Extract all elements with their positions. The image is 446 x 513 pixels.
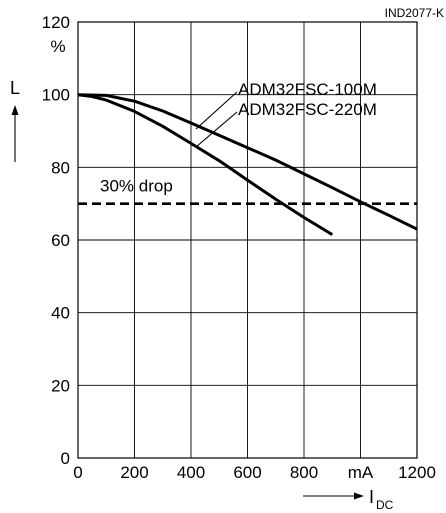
series-lines (77, 93, 418, 236)
y-tick-label: 20 (51, 376, 70, 395)
series-label-leader-100m (195, 91, 238, 130)
y-axis-arrow-head (11, 105, 19, 115)
x-tick-label: 0 (73, 463, 82, 482)
figure-id: IND2077-K (385, 6, 444, 20)
x-tick-label: mA (348, 463, 374, 482)
x-tick-label: 400 (177, 463, 205, 482)
x-axis-label: I (369, 487, 374, 507)
grid-lines (78, 22, 417, 458)
plot-frame (77, 21, 418, 459)
y-tick-label: 100 (42, 86, 70, 105)
x-tick-label: 200 (120, 463, 148, 482)
x-tick-label: 800 (290, 463, 318, 482)
y-axis-label: L (10, 78, 20, 98)
x-tick-labels: 0 200 400 600 800 mA 1200 (73, 463, 436, 482)
y-unit-label: % (50, 37, 65, 56)
y-tick-label: 40 (51, 304, 70, 323)
series-label-100m: ADM32FSC-100M (238, 80, 377, 99)
y-tick-label: 120 (42, 13, 70, 32)
x-axis-label-subscript: DC (376, 498, 394, 512)
series-line-1 (77, 93, 418, 231)
reference-line-label: 30% drop (100, 177, 173, 196)
x-tick-label: 600 (233, 463, 261, 482)
y-tick-label: 0 (61, 449, 70, 468)
x-tick-label: 1200 (398, 463, 436, 482)
series-label-220m: ADM32FSC-220M (238, 100, 377, 119)
series-line-2 (77, 93, 334, 236)
y-tick-labels: 0 20 40 60 80 100 120 (42, 13, 70, 468)
y-tick-label: 80 (51, 158, 70, 177)
y-tick-label: 60 (51, 231, 70, 250)
series-label-leader-220m (195, 111, 238, 148)
x-axis-arrow-head (354, 492, 364, 500)
